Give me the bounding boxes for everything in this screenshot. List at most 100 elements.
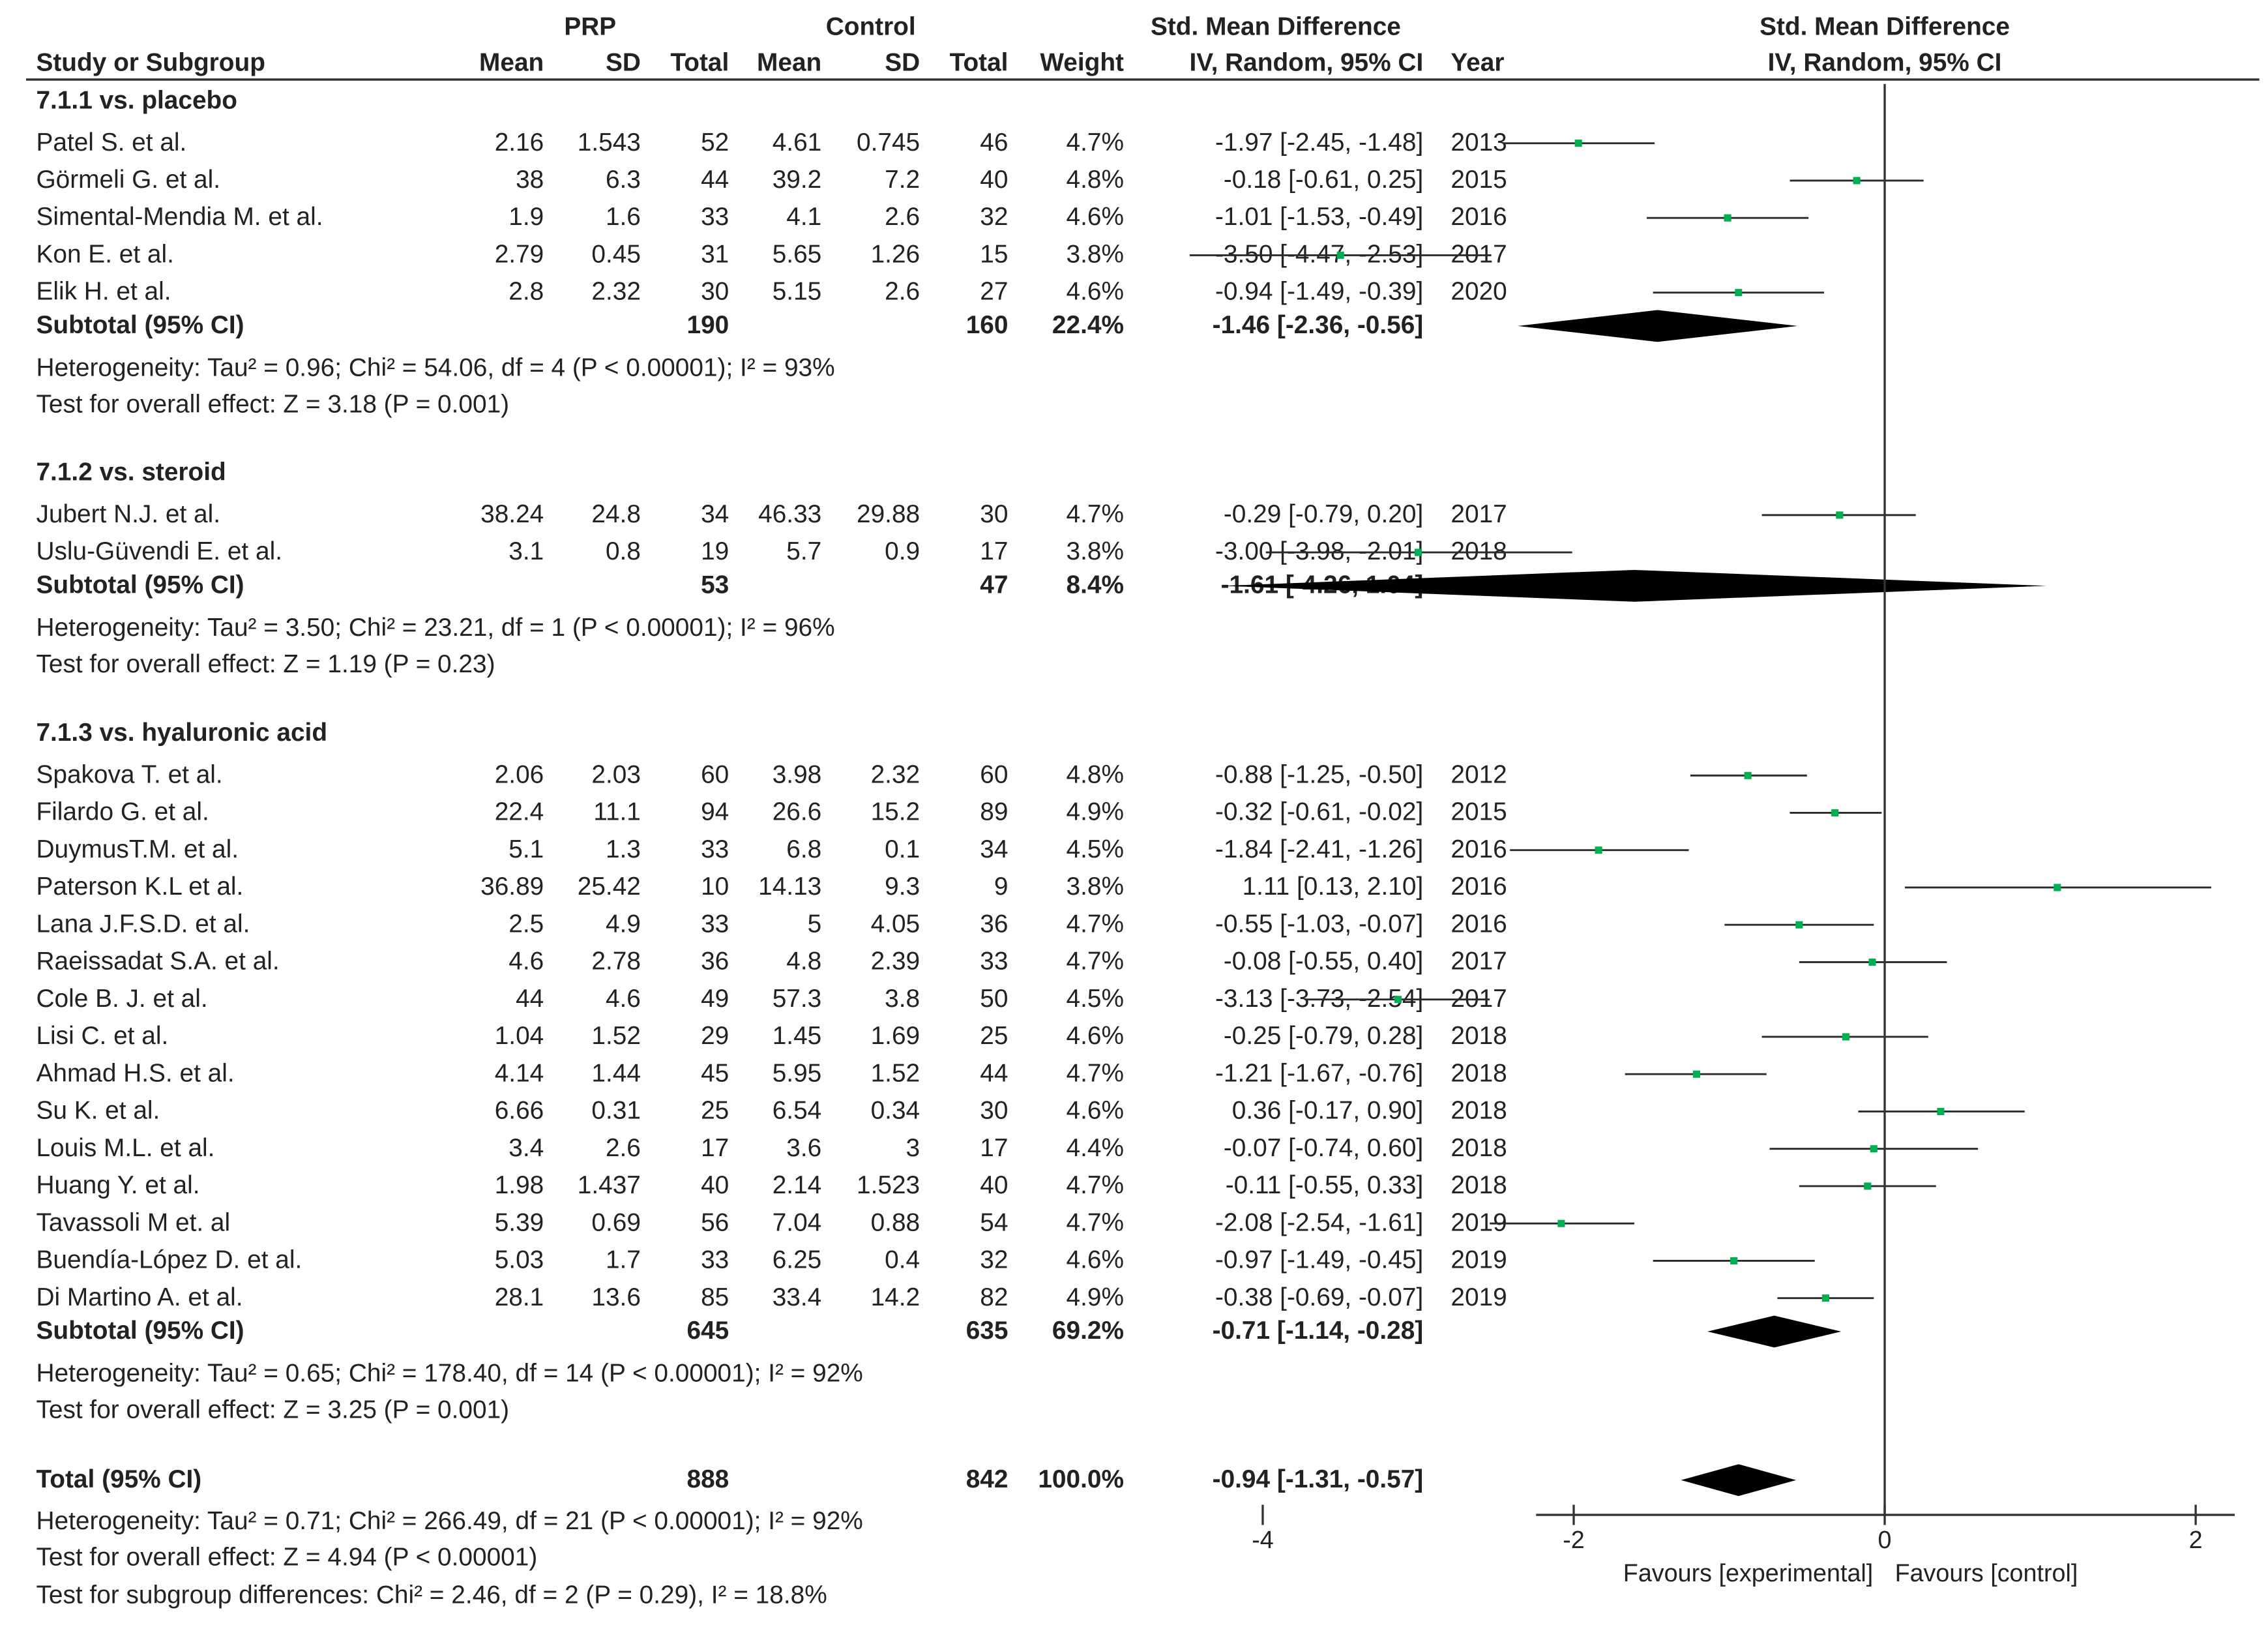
study-weight: 4.8% (1067, 760, 1124, 788)
study-total-prp: 49 (701, 985, 729, 1013)
study-name: Elik H. et al. (36, 278, 171, 306)
study-weight: 4.5% (1067, 985, 1124, 1013)
study-mean-prp: 2.8 (508, 278, 544, 306)
study-sd-prp: 2.03 (591, 760, 641, 788)
study-sd-prp: 0.69 (591, 1208, 641, 1236)
study-mean-prp: 2.06 (495, 760, 544, 788)
header-sd-control: SD (885, 49, 920, 77)
study-mean-prp: 2.5 (508, 910, 544, 938)
study-weight: 3.8% (1067, 537, 1124, 565)
study-name: Kon E. et al. (36, 240, 173, 268)
study-mean-control: 6.54 (773, 1097, 822, 1125)
study-total-prp: 44 (701, 166, 729, 194)
study-year: 2020 (1451, 278, 1507, 306)
study-year: 2017 (1451, 500, 1507, 528)
study-sd-control: 2.6 (885, 203, 920, 231)
study-weight: 3.8% (1067, 873, 1124, 901)
study-weight: 4.9% (1067, 798, 1124, 826)
total-overall-effect: Test for overall effect: Z = 4.94 (P < 0… (36, 1544, 537, 1572)
study-total-control: 60 (980, 760, 1008, 788)
header-total-prp: Total (670, 49, 729, 77)
study-weight: 4.7% (1067, 1171, 1124, 1199)
study-ci-text: -0.11 [-0.55, 0.33] (1226, 1171, 1424, 1199)
study-sd-prp: 1.543 (578, 128, 641, 157)
study-weight: 4.7% (1067, 1208, 1124, 1236)
study-ci-text: -0.97 [-1.49, -0.45] (1215, 1246, 1423, 1274)
study-sd-control: 0.1 (885, 835, 920, 863)
study-sd-control: 0.88 (871, 1208, 920, 1236)
study-sd-control: 2.39 (871, 948, 920, 976)
study-mean-prp: 38 (516, 166, 544, 194)
study-total-control: 33 (980, 948, 1008, 976)
study-total-control: 44 (980, 1059, 1008, 1087)
study-point (1870, 1145, 1878, 1153)
subgroup-subtotal-ci-text: -1.46 [-2.36, -0.56] (1213, 311, 1424, 339)
study-name: Uslu-Güvendi E. et al. (36, 537, 282, 565)
study-weight: 4.7% (1067, 1059, 1124, 1087)
study-year: 2019 (1451, 1246, 1507, 1274)
study-name: Görmeli G. et al. (36, 166, 220, 194)
study-sd-prp: 1.6 (606, 203, 641, 231)
study-total-prp: 33 (701, 910, 729, 938)
study-year: 2012 (1451, 760, 1507, 788)
study-mean-control: 46.33 (758, 500, 821, 528)
study-name: Tavassoli M et. al (36, 1208, 230, 1236)
subgroup-heterogeneity: Heterogeneity: Tau² = 3.50; Chi² = 23.21… (36, 614, 834, 642)
study-sd-control: 4.05 (871, 910, 920, 938)
study-point (1692, 1070, 1700, 1078)
subgroup-title: 7.1.3 vs. hyaluronic acid (36, 719, 327, 747)
study-ci-text: -0.94 [-1.49, -0.39] (1215, 278, 1423, 306)
study-year: 2018 (1451, 1134, 1507, 1162)
study-sd-prp: 4.6 (606, 985, 641, 1013)
study-total-prp: 30 (701, 278, 729, 306)
subgroup-subtotal-ci-text: -0.71 [-1.14, -0.28] (1213, 1317, 1424, 1345)
header-mean-control: Mean (757, 49, 821, 77)
study-mean-prp: 4.14 (495, 1059, 544, 1087)
study-total-prp: 60 (701, 760, 729, 788)
study-mean-control: 1.45 (773, 1022, 822, 1050)
study-name: Louis M.L. et al. (36, 1134, 214, 1162)
study-name: Paterson K.L et al. (36, 873, 243, 901)
study-mean-prp: 1.04 (495, 1022, 544, 1050)
study-total-prp: 33 (701, 1246, 729, 1274)
study-sd-prp: 6.3 (606, 166, 641, 194)
study-mean-control: 57.3 (773, 985, 822, 1013)
study-year: 2016 (1451, 873, 1507, 901)
study-ci-text: -0.88 [-1.25, -0.50] (1215, 760, 1423, 788)
total-diamond (1681, 1464, 1797, 1497)
subgroup-subtotal-label: Subtotal (95% CI) (36, 571, 244, 599)
study-ci-text: -0.55 [-1.03, -0.07] (1215, 910, 1423, 938)
study-weight: 4.8% (1067, 166, 1124, 194)
study-sd-control: 0.4 (885, 1246, 920, 1274)
study-name: Lana J.F.S.D. et al. (36, 910, 250, 938)
header-group-control: Control (826, 12, 916, 40)
study-sd-control: 1.52 (871, 1059, 920, 1087)
study-name: Raeissadat S.A. et al. (36, 948, 279, 976)
study-weight: 4.9% (1067, 1283, 1124, 1311)
study-sd-control: 14.2 (871, 1283, 920, 1311)
study-total-prp: 36 (701, 948, 729, 976)
study-mean-prp: 36.89 (480, 873, 544, 901)
study-weight: 4.7% (1067, 948, 1124, 976)
study-mean-control: 14.13 (758, 873, 821, 901)
header-total-control: Total (950, 49, 1009, 77)
study-sd-control: 15.2 (871, 798, 920, 826)
study-total-control: 17 (980, 1134, 1008, 1162)
study-point (1730, 1257, 1738, 1264)
study-ci-text: -1.84 [-2.41, -1.26] (1215, 835, 1423, 863)
study-ci-text: -0.08 [-0.55, 0.40] (1224, 948, 1423, 976)
study-sd-control: 9.3 (885, 873, 920, 901)
study-weight: 4.6% (1067, 1022, 1124, 1050)
study-total-prp: 29 (701, 1022, 729, 1050)
study-point (1414, 548, 1422, 556)
study-sd-control: 1.523 (857, 1171, 920, 1199)
study-name: DuymusT.M. et al. (36, 835, 239, 863)
study-ci-text: -0.29 [-0.79, 0.20] (1224, 500, 1423, 528)
study-year: 2018 (1451, 1171, 1507, 1199)
study-sd-prp: 1.44 (591, 1059, 641, 1087)
study-total-prp: 33 (701, 835, 729, 863)
study-total-control: 89 (980, 798, 1008, 826)
subgroup-subtotal-diamond (1518, 310, 1798, 342)
study-name: Jubert N.J. et al. (36, 500, 220, 528)
study-mean-control: 26.6 (773, 798, 822, 826)
